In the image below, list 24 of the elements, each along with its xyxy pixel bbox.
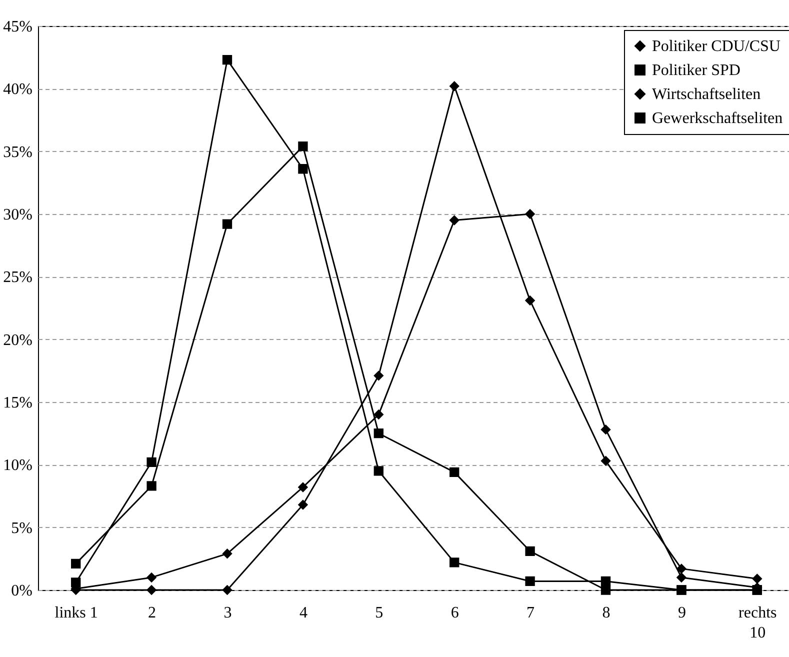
x-tick-label: links 1 xyxy=(54,604,98,622)
y-tick-label: 45% xyxy=(3,18,32,36)
legend-label: Gewerkschaftseliten xyxy=(652,110,783,127)
x-tick-label: rechts 10 xyxy=(738,604,777,642)
y-tick-label: 25% xyxy=(3,269,32,286)
x-tick-label: 7 xyxy=(526,604,535,622)
x-tick-label: 2 xyxy=(148,604,156,622)
legend-label: Wirtschaftseliten xyxy=(652,86,761,103)
x-tick-label: 4 xyxy=(299,604,308,622)
y-tick-label: 30% xyxy=(3,206,32,224)
y-tick-label: 10% xyxy=(3,457,32,474)
legend-label: Politiker CDU/CSU xyxy=(652,38,781,55)
legend-label: Politiker SPD xyxy=(652,62,740,79)
x-tick-label: 8 xyxy=(602,604,610,622)
y-tick-label: 40% xyxy=(3,81,32,98)
y-tick-label: 35% xyxy=(3,144,32,161)
x-tick-label: 9 xyxy=(678,604,686,622)
x-tick-label: 5 xyxy=(375,604,384,622)
y-tick-label: 15% xyxy=(3,394,32,412)
y-tick-label: 20% xyxy=(3,332,32,349)
y-tick-label: 0% xyxy=(11,582,32,600)
x-tick-label: 6 xyxy=(450,604,459,622)
x-tick-label: 3 xyxy=(224,604,232,622)
y-tick-label: 5% xyxy=(11,520,32,537)
